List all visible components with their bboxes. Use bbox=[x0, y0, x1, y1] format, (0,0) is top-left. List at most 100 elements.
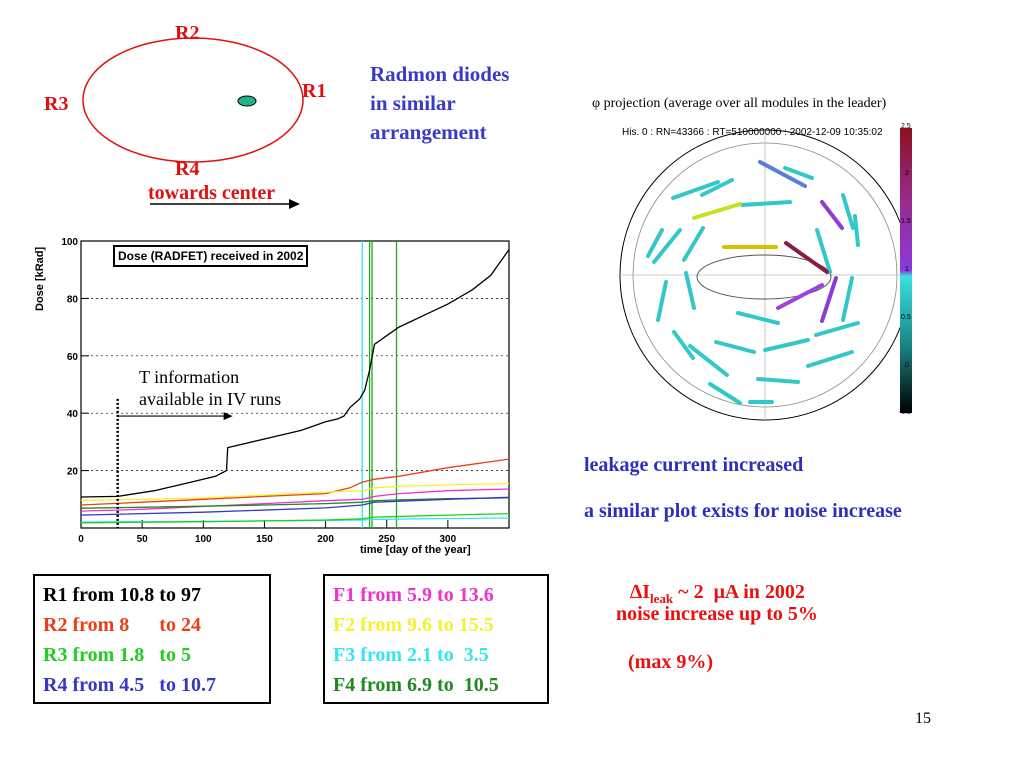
dose-chart: 20 40 60 80 100 0 50 100 150 200 250 300 bbox=[61, 237, 510, 545]
series-line bbox=[80, 482, 510, 502]
radmon-line-3: arrangement bbox=[370, 120, 487, 144]
phi-ladder bbox=[692, 202, 742, 220]
ring-label-r3: R3 bbox=[44, 93, 69, 115]
radmon-position-marker bbox=[237, 95, 257, 107]
phi-ladder bbox=[841, 276, 854, 322]
max-note: (max 9%) bbox=[628, 651, 713, 673]
x-tick-label: 0 bbox=[78, 534, 84, 545]
chart-title: Dose (RADFET) received in 2002 bbox=[113, 245, 309, 267]
x-tick-label: 300 bbox=[440, 534, 457, 545]
y-tick-label: 20 bbox=[67, 467, 79, 478]
towards-center-arrowhead bbox=[289, 199, 300, 209]
phi-ladder bbox=[820, 276, 838, 323]
ileak-note: ∆Ileak ~ 2 μA in 2002 bbox=[620, 558, 805, 607]
phi-plot-title: φ projection (average over all modules i… bbox=[592, 96, 887, 111]
chart-annotation-line-1: T information bbox=[139, 367, 240, 387]
phi-ladder bbox=[736, 311, 780, 325]
phi-beam-ellipse bbox=[696, 254, 832, 300]
colorbar-tick: 2.5 bbox=[901, 123, 911, 130]
y-tick-label: 80 bbox=[67, 294, 79, 305]
phi-ladder bbox=[756, 377, 800, 384]
phi-ladder bbox=[815, 228, 832, 274]
phi-ladder bbox=[708, 382, 742, 405]
r-range-row: R1 from 10.8 to 97 bbox=[43, 584, 201, 606]
colorbar-tick: -0.5 bbox=[899, 409, 912, 416]
colorbar-tick: 0.5 bbox=[901, 314, 911, 321]
phi-ladder bbox=[688, 344, 729, 377]
x-tick-label: 250 bbox=[378, 534, 395, 545]
phi-ladder bbox=[841, 193, 855, 230]
page-number: 15 bbox=[915, 710, 931, 727]
colorbar-tick: 2 bbox=[905, 170, 909, 177]
towards-center-label: towards center bbox=[148, 182, 276, 204]
phi-ladder bbox=[758, 160, 807, 188]
series-line bbox=[80, 488, 510, 512]
x-tick-label: 150 bbox=[256, 534, 273, 545]
ileak-tail: ~ 2 μA in 2002 bbox=[673, 581, 805, 603]
f-range-box: F1 from 5.9 to 13.6 F2 from 9.6 to 15.5 … bbox=[323, 574, 549, 704]
phi-ladder bbox=[646, 228, 664, 258]
phi-ladder bbox=[682, 226, 705, 262]
phi-ladder bbox=[784, 241, 829, 274]
phi-colorbar bbox=[900, 128, 912, 413]
series-line bbox=[80, 512, 510, 524]
colorbar-tick: 1.5 bbox=[901, 218, 911, 225]
chart-annotation-line-2: available in IV runs bbox=[139, 389, 282, 409]
r-range-row: R4 from 4.5 to 10.7 bbox=[43, 674, 216, 696]
phi-ladder bbox=[853, 214, 860, 247]
phi-ladder bbox=[740, 200, 792, 207]
phi-module-ladders bbox=[646, 160, 860, 405]
series-line bbox=[80, 496, 510, 516]
colorbar-tick: 1 bbox=[905, 266, 909, 273]
phi-ladder bbox=[783, 166, 814, 180]
chart-ylabel: Dose [kRad] bbox=[34, 246, 46, 311]
series-line bbox=[80, 249, 510, 498]
x-tick-label: 100 bbox=[195, 534, 212, 545]
phi-ladder bbox=[671, 180, 720, 200]
series-line bbox=[80, 458, 510, 506]
chart-xlabel: time [day of the year] bbox=[360, 544, 471, 556]
x-tick-label: 200 bbox=[317, 534, 334, 545]
y-tick-label: 100 bbox=[61, 237, 78, 248]
phi-ladder bbox=[700, 178, 734, 197]
phi-ladder bbox=[684, 271, 696, 310]
series-line bbox=[80, 497, 510, 509]
radmon-line-2: in similar bbox=[370, 91, 456, 115]
f-range-row: F2 from 9.6 to 15.5 bbox=[333, 614, 494, 636]
r-range-row: R2 from 8 to 24 bbox=[43, 614, 201, 636]
ileak-main: I bbox=[642, 581, 651, 603]
phi-ladder bbox=[656, 280, 668, 322]
colorbar-tick: 0 bbox=[905, 362, 909, 369]
ileak-delta: ∆ bbox=[630, 581, 643, 603]
phi-ladder bbox=[814, 321, 860, 337]
y-tick-label: 60 bbox=[67, 352, 79, 363]
noise-note: a similar plot exists for noise increase bbox=[584, 500, 902, 522]
f-range-row: F4 from 6.9 to 10.5 bbox=[333, 674, 499, 696]
phi-plot-subtitle: His. 0 : RN=43366 : RT=510000000 : 2002-… bbox=[622, 127, 883, 138]
phi-ladder bbox=[763, 338, 810, 352]
f-range-row: F1 from 5.9 to 13.6 bbox=[333, 584, 494, 606]
x-tick-label: 50 bbox=[137, 534, 149, 545]
ring-ellipse bbox=[82, 37, 304, 163]
ring-label-r1: R1 bbox=[302, 80, 327, 102]
ring-label-r2: R2 bbox=[175, 22, 200, 44]
ileak-sub: leak bbox=[650, 591, 674, 606]
annotation-arrowhead bbox=[223, 412, 233, 421]
phi-ladder bbox=[672, 330, 695, 360]
phi-ladder bbox=[652, 228, 682, 264]
y-tick-label: 40 bbox=[67, 409, 79, 420]
noise-increase-note: noise increase up to 5% bbox=[616, 603, 818, 625]
radmon-line-1: Radmon diodes bbox=[370, 62, 510, 86]
phi-ladder bbox=[806, 350, 854, 368]
chart-annotation: T information available in IV runs bbox=[139, 366, 281, 410]
phi-ladder bbox=[714, 340, 756, 354]
radmon-range-box: R1 from 10.8 to 97 R2 from 8 to 24 R3 fr… bbox=[33, 574, 271, 704]
radmon-note: Radmon diodes in similar arrangement bbox=[370, 60, 509, 147]
phi-ladder bbox=[776, 283, 824, 310]
phi-ladder bbox=[820, 200, 844, 230]
phi-plot bbox=[619, 128, 912, 425]
r-range-row: R3 from 1.8 to 5 bbox=[43, 644, 191, 666]
f-range-row: F3 from 2.1 to 3.5 bbox=[333, 644, 489, 666]
ring-label-r4: R4 bbox=[175, 158, 200, 180]
ring-diagram bbox=[82, 37, 304, 209]
